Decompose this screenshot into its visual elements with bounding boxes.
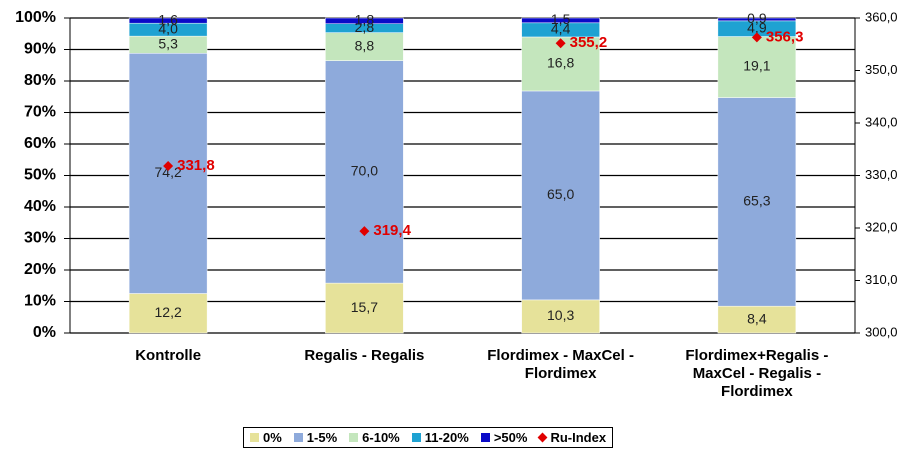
legend-item: 6-10% [349,430,400,445]
y2-tick-label: 350,0 [865,62,898,77]
data-label: 1,6 [158,11,178,27]
y2-tick-label: 300,0 [865,324,898,339]
data-label: 16,8 [547,55,574,71]
x-tick-label: Kontrolle [135,347,202,364]
bar-segment [325,17,404,24]
y-tick-label: 40% [24,198,56,215]
data-label: 331,8 [177,157,215,174]
x-label-box: Kontrolle [135,347,202,364]
data-label: 319,4 [373,222,411,239]
y2-tick-label: 330,0 [865,167,898,182]
legend-label: 0% [263,430,282,445]
data-label: 12,2 [155,304,182,320]
data-label: 74,2 [155,164,182,180]
data-label: 10,3 [547,307,574,323]
y-tick-label: 100% [15,9,56,26]
data-label: 5,3 [158,35,178,51]
legend-label: 1-5% [306,430,338,445]
y-tick-label: 90% [24,41,56,58]
legend-label: >50% [493,430,528,445]
bar-segment [717,97,797,307]
legend-item: Ru-Index [538,430,607,445]
data-label: 65,0 [547,186,574,202]
bar-segment [521,299,600,334]
bar-segment [521,90,600,301]
ru-index-point [751,32,762,43]
data-label: 4,0 [158,20,178,36]
y-tick-label: 20% [24,261,56,278]
y2-tick-label: 360,0 [865,9,898,24]
y-tick-label: 30% [24,230,56,247]
legend-item: 1-5% [293,430,338,445]
legend: 0% 1-5% 6-10% 11-20% >50% Ru-Index [243,427,614,448]
legend-item: >50% [480,430,528,445]
bar-segment [325,60,404,284]
y-tick-label: 0% [33,324,56,341]
data-label: 0,9 [747,10,767,26]
legend-swatch [349,433,359,442]
data-label: 8,4 [747,310,767,326]
y2-tick-label: 340,0 [865,114,898,129]
x-tick-label: Flordimex - MaxCel - Flordimex [487,347,634,382]
legend-item: 11-20% [411,430,469,445]
bar-segment [717,36,797,98]
data-label: 8,8 [355,37,375,53]
x-label-box: Flordimex - MaxCel - Flordimex [487,347,634,382]
ru-index-point [359,226,370,237]
ru-index-point [163,161,174,172]
legend-label: 6-10% [362,430,400,445]
data-label: 4,9 [747,19,767,35]
legend-label: 11-20% [424,430,469,445]
y-tick-label: 80% [24,72,56,89]
ru-index-point [555,38,566,49]
legend-swatch [538,432,548,443]
data-label: 15,7 [351,299,378,315]
legend-label: Ru-Index [550,430,607,445]
y-tick-label: 70% [24,104,56,121]
data-label: 19,1 [743,58,770,74]
x-label-box: Flordimex+Regalis - MaxCel - Regalis - F… [685,347,829,400]
data-label: 356,3 [766,28,804,45]
legend-swatch [411,433,421,442]
y-tick-label: 50% [24,167,56,184]
legend-item: 0% [250,430,282,445]
bar-segment [325,282,404,334]
data-label: 4,4 [551,21,571,37]
data-label: 70,0 [351,163,378,179]
legend-swatch [480,433,490,442]
legend-swatch [250,433,259,442]
x-label-box: Regalis - Regalis [304,347,425,364]
y2-tick-label: 320,0 [865,219,898,234]
y-tick-label: 10% [24,293,56,310]
bar-segment [521,17,600,24]
bar-segment [128,17,208,24]
x-tick-label: Flordimex+Regalis - MaxCel - Regalis - F… [685,347,829,400]
bar-segment [128,53,208,294]
data-label: 1,8 [355,12,375,28]
data-label: 355,2 [570,34,608,51]
x-tick-label: Regalis - Regalis [304,347,425,364]
data-label: 1,5 [551,11,571,27]
bar-segment [325,32,404,61]
bar-segment [128,293,208,334]
bar-segment [717,17,797,22]
y2-tick-label: 310,0 [865,272,898,287]
legend-swatch [293,433,303,442]
y-tick-label: 60% [24,135,56,152]
data-label: 65,3 [743,193,770,209]
